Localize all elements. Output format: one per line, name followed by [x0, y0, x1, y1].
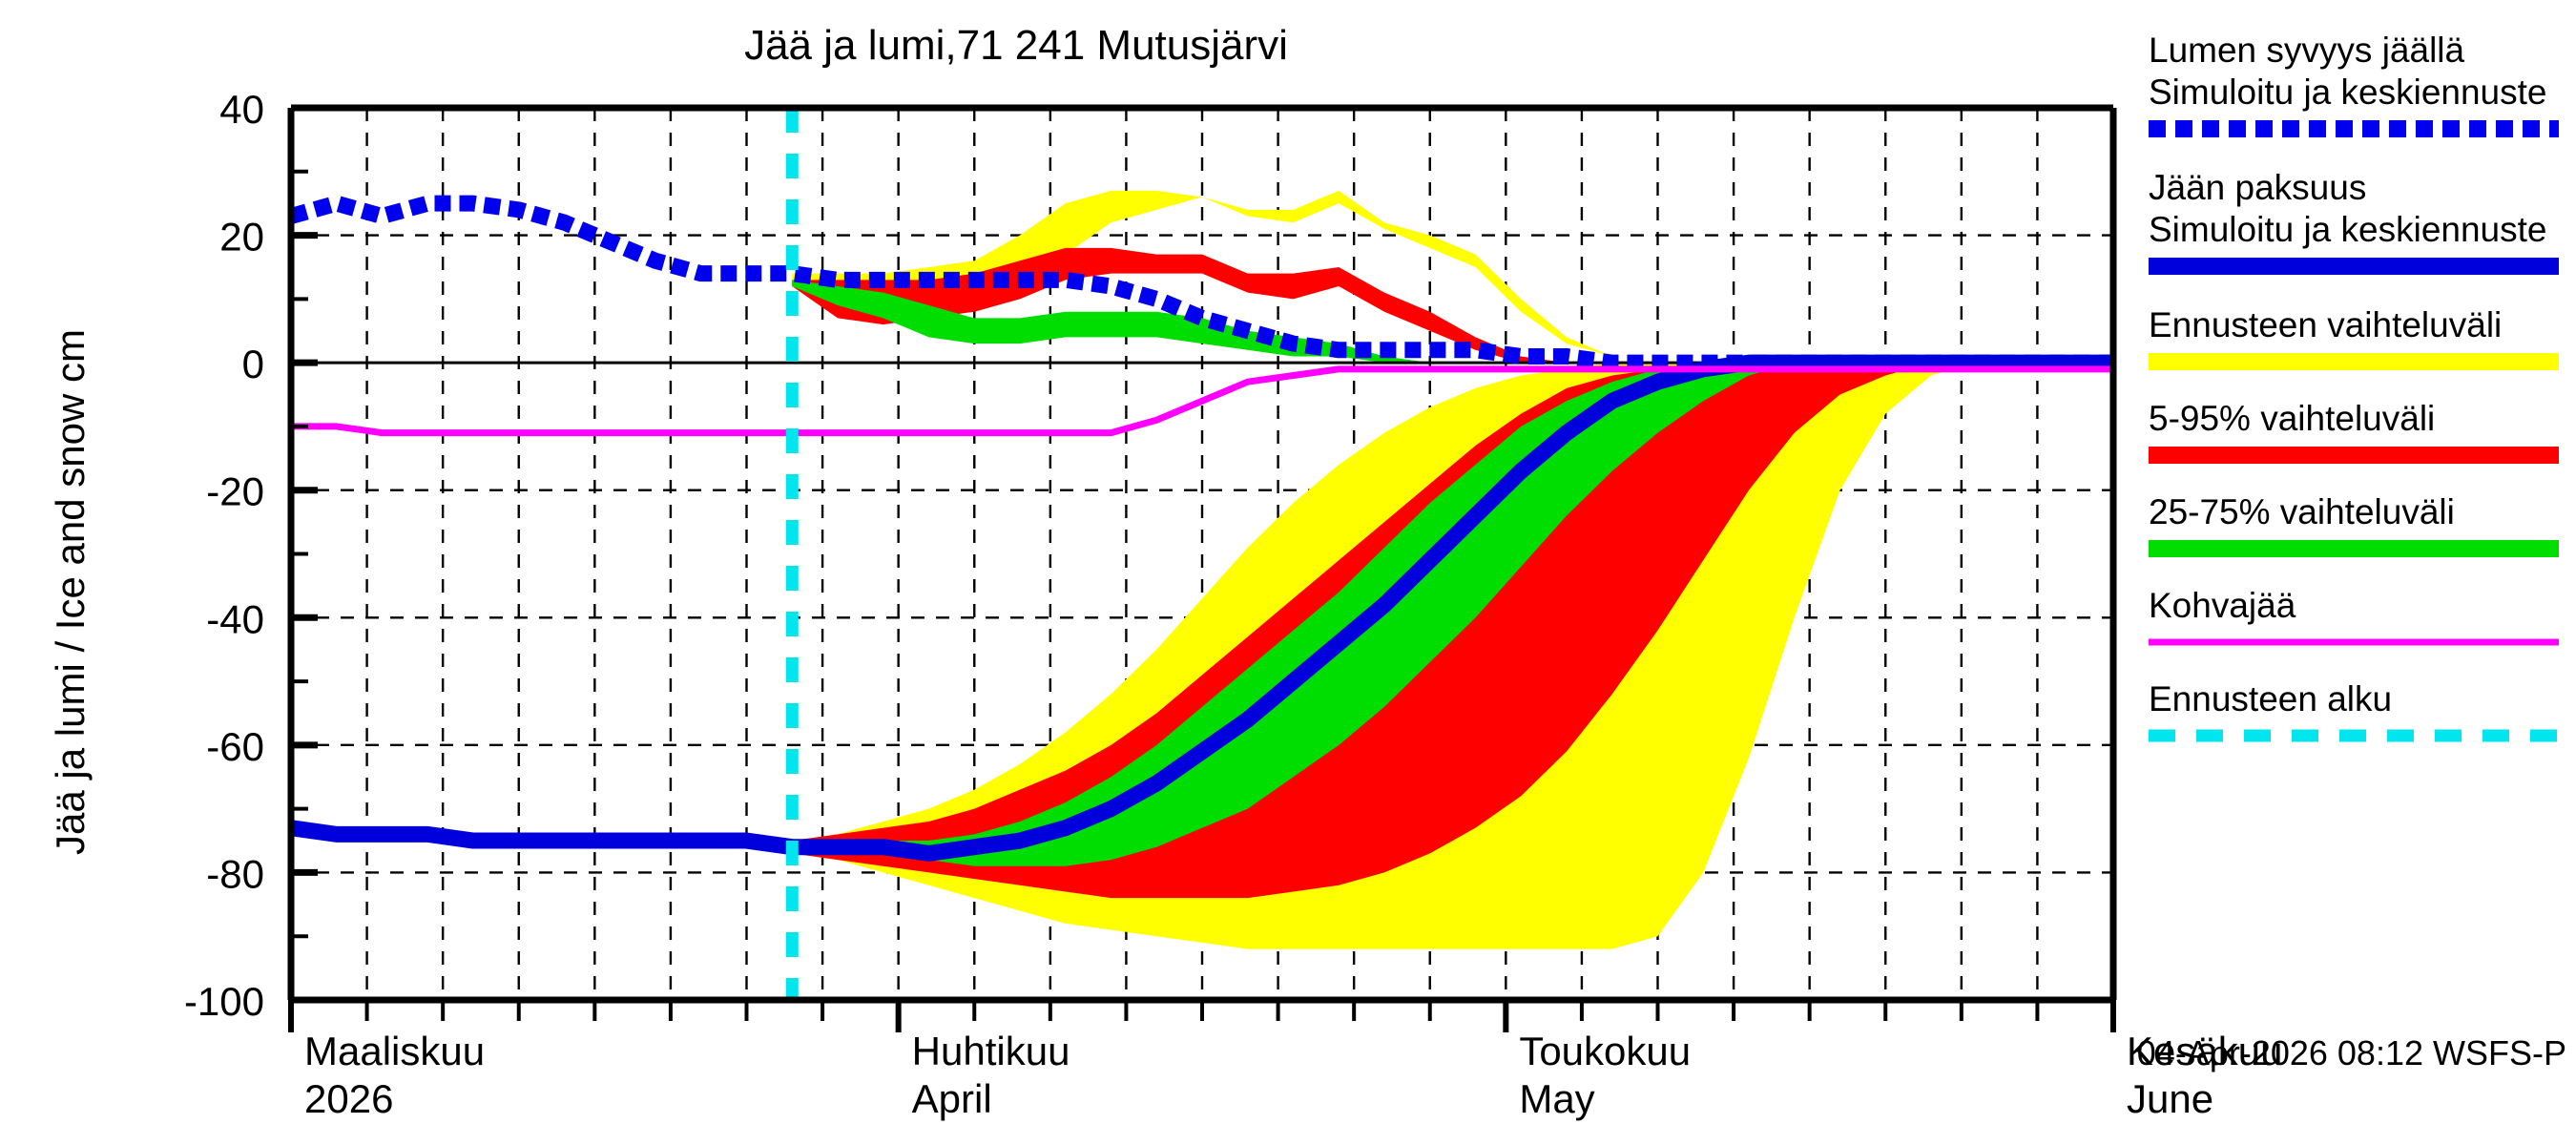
- band-5: [792, 363, 2113, 866]
- legend-label-kohvajaa: Kohvajää: [2149, 586, 2296, 625]
- x-month-label-fi: Toukokuu: [1519, 1029, 1691, 1073]
- y-tick-label: -40: [206, 596, 264, 641]
- series-2: [291, 365, 2113, 437]
- x-month-label-fi: Kesäkuu: [2127, 1029, 2282, 1073]
- y-tick-label: -60: [206, 724, 264, 769]
- footer-timestamp: 04-Apr-2026 08:12 WSFS-P: [2137, 1033, 2566, 1072]
- y-axis-tick-labels: 40 20 0 -20 -40 -60 -80 -100: [184, 87, 264, 1024]
- x-month-label-fi: Maaliskuu: [304, 1029, 485, 1073]
- x-month-label-en: May: [1519, 1076, 1594, 1121]
- legend-sublabel-ice-thickness: Simuloitu ja keskiennuste: [2149, 210, 2547, 249]
- y-tick-label: 20: [219, 215, 264, 260]
- legend-label-forecast-start: Ennusteen alku: [2149, 679, 2392, 718]
- x-month-label-en: June: [2127, 1076, 2213, 1121]
- y-tick-label: 0: [242, 342, 264, 386]
- legend-label-snow-depth: Lumen syvyys jäällä: [2149, 31, 2465, 70]
- series-1: [289, 354, 2113, 862]
- legend-label-range-25-75: 25-75% vaihteluväli: [2149, 492, 2455, 531]
- axes: [287, 104, 2117, 1032]
- legend-label-ice-thickness: Jään paksuus: [2149, 168, 2366, 207]
- y-tick-label: -100: [184, 979, 264, 1024]
- y-axis-title: Jää ja lumi / Ice and snow cm: [48, 329, 93, 855]
- y-tick-label: -80: [206, 851, 264, 896]
- legend-label-forecast-range: Ennusteen vaihteluväli: [2149, 305, 2502, 344]
- x-month-label-fi: Huhtikuu: [912, 1029, 1070, 1073]
- x-month-label-en: 2026: [304, 1076, 393, 1121]
- band-2: [792, 280, 2113, 364]
- data-series: [288, 195, 2113, 862]
- y-axis-label: Jää ja lumi / Ice and snow cm: [48, 329, 93, 855]
- band-1: [792, 247, 2113, 364]
- legend-sublabel-snow-depth: Simuloitu ja keskiennuste: [2149, 73, 2547, 112]
- x-month-label-en: April: [912, 1076, 992, 1121]
- legend-label-range-5-95: 5-95% vaihteluväli: [2149, 399, 2435, 438]
- y-tick-label: 40: [219, 87, 264, 132]
- y-tick-label: -20: [206, 469, 264, 514]
- chart-title: Jää ja lumi,71 241 Mutusjärvi: [744, 22, 1288, 69]
